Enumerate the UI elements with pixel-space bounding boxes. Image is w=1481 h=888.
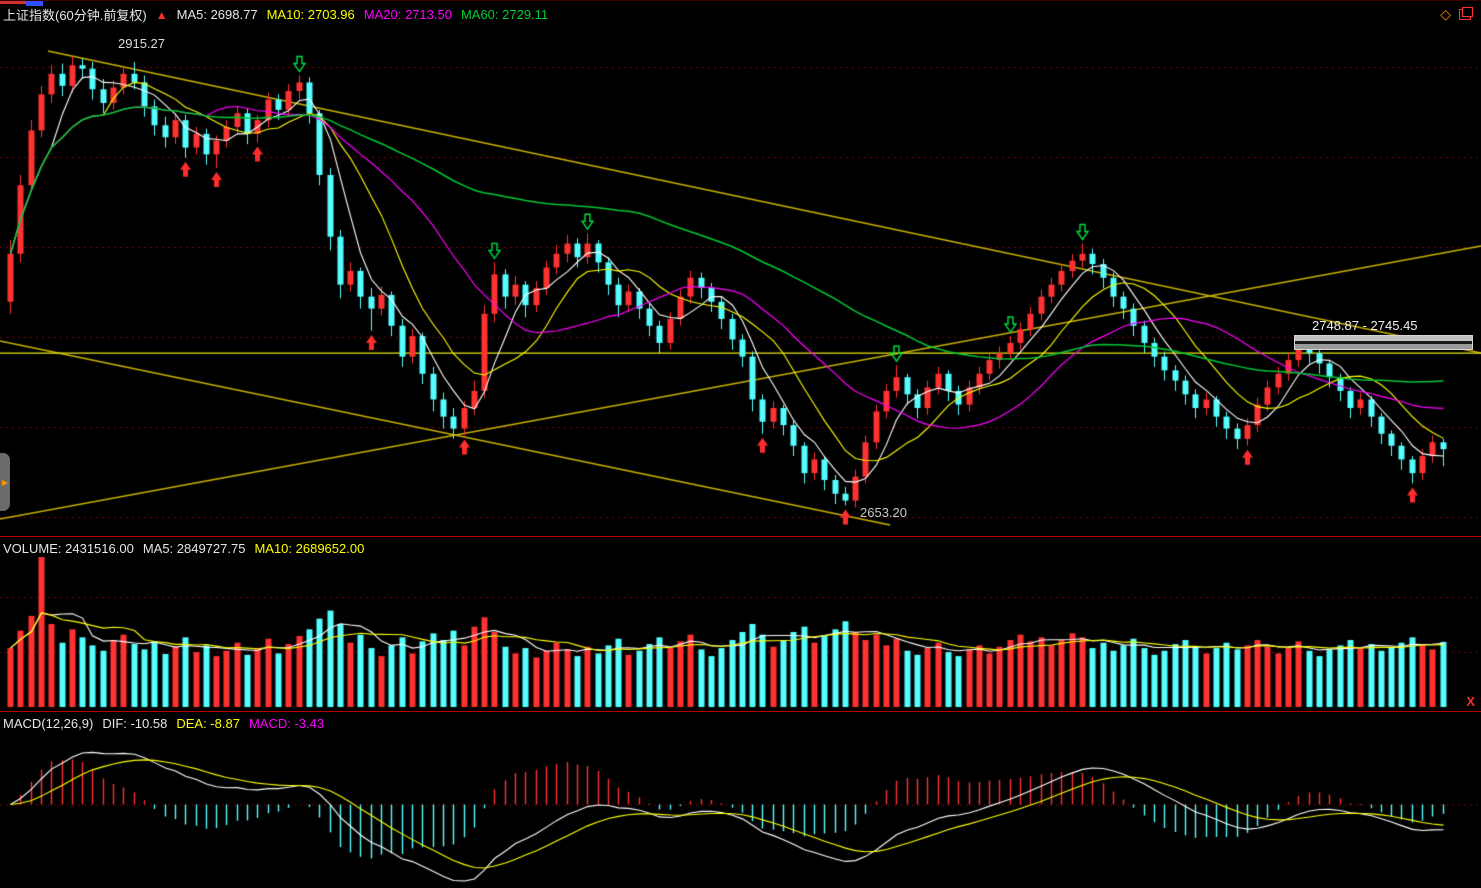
up-arrow-icon: ▲ bbox=[155, 7, 168, 22]
pane-separator[interactable] bbox=[0, 536, 1481, 537]
volume-header: VOLUME: 2431516.00 MA5: 2849727.75 MA10:… bbox=[3, 541, 364, 556]
macd-pane: MACD(12,26,9) DIF: -10.58 DEA: -8.87 MAC… bbox=[0, 712, 1481, 887]
symbol-title: 上证指数(60分钟.前复权) bbox=[3, 8, 147, 23]
ma60-value-label: MA60: 2729.11 bbox=[460, 7, 549, 22]
dea-value-label: DEA: -8.87 bbox=[176, 716, 240, 731]
dif-value-label: DIF: -10.58 bbox=[102, 716, 168, 731]
close-x-icon[interactable]: X bbox=[1466, 694, 1475, 709]
volume-pane: VOLUME: 2431516.00 MA5: 2849727.75 MA10:… bbox=[0, 537, 1481, 711]
price-range-ruler[interactable] bbox=[1294, 335, 1473, 350]
diamond-icon[interactable]: ◇ bbox=[1440, 6, 1451, 22]
window-edge-artifact-red bbox=[0, 1, 26, 4]
window-edge-artifact-blue bbox=[26, 1, 43, 6]
low-price-label: 2653.20 bbox=[860, 505, 907, 520]
pane-corner-controls: ◇ bbox=[1440, 6, 1473, 22]
price-range-label: 2748.87 - 2745.45 bbox=[1312, 318, 1418, 333]
pane-separator[interactable] bbox=[0, 711, 1481, 712]
volume-canvas[interactable] bbox=[0, 537, 1481, 711]
chevron-right-icon: ▶ bbox=[1, 477, 9, 487]
kline-canvas[interactable] bbox=[0, 1, 1481, 536]
volume-ma5-value-label: MA5: 2849727.75 bbox=[142, 541, 246, 556]
kline-header: 上证指数(60分钟.前复权) ▲ MA5: 2698.77 MA10: 2703… bbox=[3, 5, 548, 24]
macd-value-label: MACD: -3.43 bbox=[248, 716, 325, 731]
ma10-value-label: MA10: 2703.96 bbox=[266, 7, 355, 22]
kline-pane: 上证指数(60分钟.前复权) ▲ MA5: 2698.77 MA10: 2703… bbox=[0, 1, 1481, 536]
ma5-value-label: MA5: 2698.77 bbox=[176, 7, 258, 22]
window-restore-icon[interactable] bbox=[1459, 6, 1473, 20]
macd-title-label: MACD(12,26,9) bbox=[3, 716, 94, 731]
macd-canvas[interactable] bbox=[0, 712, 1481, 887]
volume-ma10-value-label: MA10: 2689652.00 bbox=[254, 541, 365, 556]
peak-price-label: 2915.27 bbox=[118, 36, 165, 51]
ma20-value-label: MA20: 2713.50 bbox=[363, 7, 452, 22]
volume-value-label: VOLUME: 2431516.00 bbox=[3, 541, 134, 556]
sidebar-expand-tab[interactable]: ▶ bbox=[0, 453, 10, 511]
macd-header: MACD(12,26,9) DIF: -10.58 DEA: -8.87 MAC… bbox=[3, 716, 324, 731]
